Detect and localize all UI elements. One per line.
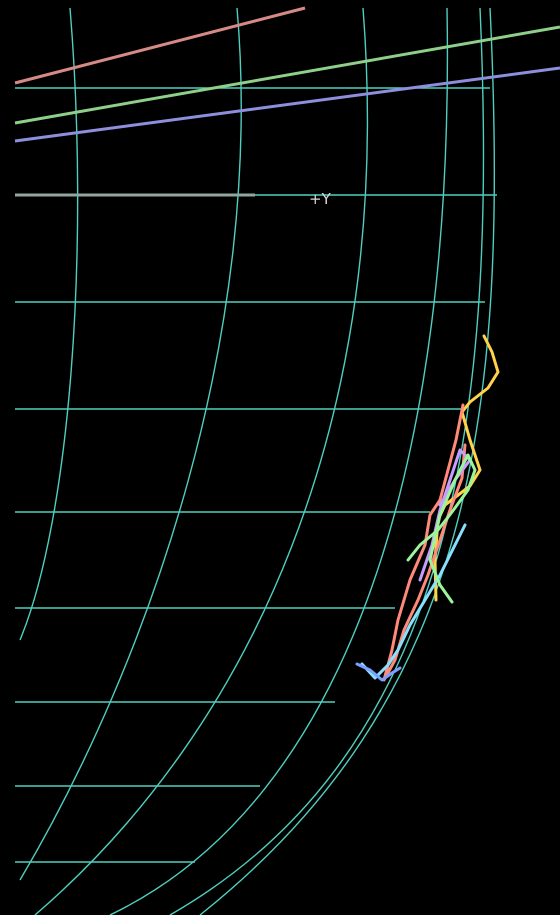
grid-meridian-line xyxy=(19,7,79,641)
reference-line xyxy=(14,6,306,85)
axis-label-y: +Y xyxy=(309,190,332,208)
motion-traces xyxy=(355,334,500,682)
reference-lines xyxy=(14,6,560,197)
grid-meridian-line xyxy=(199,7,496,915)
motion-trace xyxy=(355,662,402,682)
grid-meridian-line xyxy=(34,7,369,915)
motion-trace xyxy=(406,453,477,604)
grid-meridian-line xyxy=(19,7,242,881)
motion-trace xyxy=(433,334,500,602)
reference-line xyxy=(14,25,560,125)
wireframe-grid xyxy=(15,7,497,915)
grid-meridian-line xyxy=(169,7,485,915)
motion-trace xyxy=(418,448,472,582)
grid-meridian-line xyxy=(109,7,449,915)
motion-trace xyxy=(360,523,467,680)
reference-line xyxy=(14,66,560,143)
